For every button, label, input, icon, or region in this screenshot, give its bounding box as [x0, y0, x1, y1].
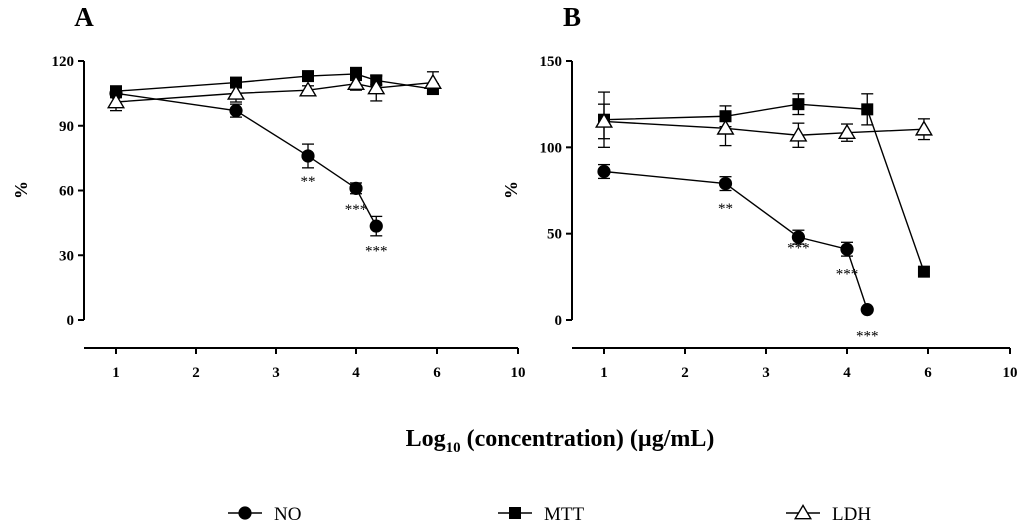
significance-label: ** — [718, 201, 733, 217]
legend-label: MTT — [544, 504, 585, 525]
series-mtt — [110, 66, 439, 98]
data-point — [597, 164, 611, 179]
x-tick-label: 2 — [192, 365, 200, 381]
y-tick-label: 0 — [555, 313, 563, 329]
y-tick-label: 150 — [540, 54, 563, 70]
data-point — [110, 85, 122, 98]
y-tick-label: 120 — [52, 54, 75, 70]
data-point — [367, 79, 386, 95]
x-tick-label: 1 — [600, 365, 608, 381]
y-tick-label: 30 — [59, 248, 74, 264]
data-point — [594, 112, 614, 128]
data-point — [346, 74, 366, 91]
data-point — [718, 176, 733, 191]
y-axis-label: % — [501, 181, 521, 199]
x-tick-label: 6 — [924, 365, 932, 381]
legend-label: NO — [274, 504, 301, 525]
series-no — [109, 86, 383, 237]
y-tick-label: 90 — [59, 119, 74, 135]
series-line — [603, 103, 925, 272]
series-no — [597, 163, 874, 317]
series-line — [115, 73, 434, 92]
series-ldh — [106, 71, 442, 112]
data-point — [423, 73, 442, 89]
legend-item-mtt: MTT — [498, 504, 585, 525]
significance-label: *** — [787, 241, 810, 257]
legend-item-ldh: LDH — [786, 504, 871, 525]
x-tick-label: 2 — [681, 365, 689, 381]
x-tick-label: 1 — [112, 365, 120, 381]
data-point — [106, 93, 126, 109]
significance-label: *** — [856, 329, 879, 345]
legend-marker — [238, 506, 252, 520]
x-axis-label: Log10 (concentration) (µg/mL) — [406, 426, 715, 456]
series-ldh — [594, 103, 933, 148]
y-tick-label: 100 — [540, 140, 563, 156]
legend-label: LDH — [832, 504, 871, 525]
data-point — [914, 120, 933, 136]
significance-label: ** — [301, 174, 316, 190]
data-point — [369, 219, 383, 233]
significance-label: *** — [365, 243, 388, 259]
significance-label: *** — [345, 202, 368, 218]
data-point — [716, 119, 735, 135]
data-point — [837, 123, 857, 140]
data-point — [860, 303, 874, 317]
y-axis-label: % — [11, 181, 31, 199]
panel-title: B — [563, 2, 581, 32]
data-point — [791, 230, 806, 244]
legend-marker — [793, 504, 813, 520]
data-point — [349, 181, 363, 195]
legend: NO MTT LDH — [228, 504, 871, 525]
series-line — [603, 170, 868, 310]
x-tick-label: 4 — [843, 365, 851, 381]
data-point — [861, 103, 874, 116]
y-tick-label: 0 — [67, 313, 75, 329]
panel-title: A — [74, 2, 94, 32]
series-mtt — [598, 91, 930, 278]
data-point — [917, 265, 930, 278]
data-point — [226, 84, 246, 100]
y-tick-label: 50 — [547, 227, 562, 243]
series-line — [115, 81, 434, 103]
y-tick-label: 60 — [59, 184, 74, 200]
data-point — [229, 104, 243, 118]
x-tick-label: 10 — [511, 365, 526, 381]
x-tick-label: 4 — [352, 365, 360, 381]
x-tick-label: 3 — [762, 365, 770, 381]
data-point — [301, 149, 315, 163]
data-point — [792, 98, 805, 111]
data-point — [298, 81, 318, 97]
significance-label: *** — [836, 267, 859, 283]
data-point — [302, 70, 314, 83]
x-tick-label: 3 — [272, 365, 280, 381]
data-point — [230, 76, 242, 89]
data-point — [789, 126, 808, 142]
series-line — [115, 92, 377, 227]
legend-marker — [509, 507, 521, 519]
data-point — [840, 242, 854, 256]
x-tick-label: 6 — [433, 365, 441, 381]
legend-item-no: NO — [228, 504, 301, 525]
x-tick-label: 10 — [1003, 365, 1018, 381]
